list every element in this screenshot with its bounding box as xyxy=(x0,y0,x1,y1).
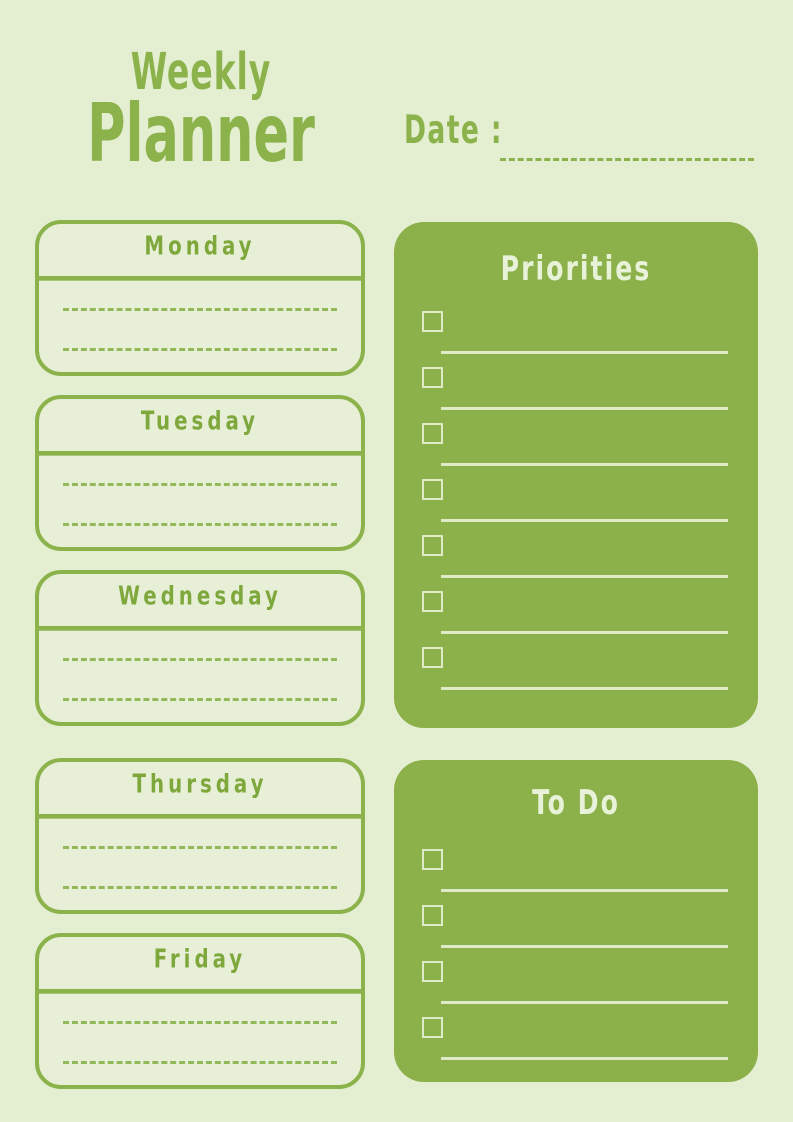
write-line[interactable] xyxy=(63,483,337,486)
day-write-area-tuesday[interactable] xyxy=(39,451,361,547)
todo-title: To Do xyxy=(532,782,620,823)
page-title-line-1: Weekly xyxy=(130,43,272,102)
write-line[interactable] xyxy=(441,351,728,354)
page-header: Weekly Planner Date : xyxy=(0,0,793,205)
day-label-friday: Friday xyxy=(39,937,361,994)
todo-panel: To Do xyxy=(394,760,758,1082)
checkbox-icon[interactable] xyxy=(422,1017,443,1038)
write-line[interactable] xyxy=(441,889,728,892)
list-item[interactable] xyxy=(412,643,740,699)
write-line[interactable] xyxy=(63,308,337,311)
write-line[interactable] xyxy=(63,846,337,849)
day-label-thursday: Thursday xyxy=(39,762,361,819)
write-line[interactable] xyxy=(441,631,728,634)
day-card-wednesday[interactable]: Wednesday xyxy=(35,570,365,726)
day-card-tuesday[interactable]: Tuesday xyxy=(35,395,365,551)
todo-list xyxy=(394,845,758,1069)
write-line[interactable] xyxy=(63,1021,337,1024)
write-line[interactable] xyxy=(441,945,728,948)
checkbox-icon[interactable] xyxy=(422,423,443,444)
list-item[interactable] xyxy=(412,363,740,419)
day-card-friday[interactable]: Friday xyxy=(35,933,365,1089)
date-field[interactable]: Date : xyxy=(404,108,754,178)
checkbox-icon[interactable] xyxy=(422,647,443,668)
day-label-tuesday: Tuesday xyxy=(39,399,361,456)
list-item[interactable] xyxy=(412,901,740,957)
write-line[interactable] xyxy=(441,407,728,410)
page-title: Weekly Planner xyxy=(36,43,366,173)
list-item[interactable] xyxy=(412,475,740,531)
write-line[interactable] xyxy=(63,886,337,889)
date-label: Date : xyxy=(404,108,503,153)
day-write-area-monday[interactable] xyxy=(39,276,361,372)
write-line[interactable] xyxy=(441,575,728,578)
list-item[interactable] xyxy=(412,531,740,587)
write-line[interactable] xyxy=(441,519,728,522)
list-item[interactable] xyxy=(412,957,740,1013)
priorities-list xyxy=(394,307,758,699)
list-item[interactable] xyxy=(412,587,740,643)
write-line[interactable] xyxy=(63,348,337,351)
checkbox-icon[interactable] xyxy=(422,367,443,388)
write-line[interactable] xyxy=(441,687,728,690)
checkbox-icon[interactable] xyxy=(422,591,443,612)
date-write-line[interactable] xyxy=(500,158,754,161)
write-line[interactable] xyxy=(441,1057,728,1060)
write-line[interactable] xyxy=(63,698,337,701)
priorities-panel: Priorities xyxy=(394,222,758,728)
list-item[interactable] xyxy=(412,845,740,901)
list-item[interactable] xyxy=(412,1013,740,1069)
checkbox-icon[interactable] xyxy=(422,535,443,556)
priorities-title: Priorities xyxy=(500,248,652,289)
day-write-area-friday[interactable] xyxy=(39,989,361,1085)
day-label-wednesday: Wednesday xyxy=(39,574,361,631)
day-write-area-thursday[interactable] xyxy=(39,814,361,910)
day-write-area-wednesday[interactable] xyxy=(39,626,361,722)
write-line[interactable] xyxy=(441,463,728,466)
list-item[interactable] xyxy=(412,419,740,475)
day-card-thursday[interactable]: Thursday xyxy=(35,758,365,914)
checkbox-icon[interactable] xyxy=(422,849,443,870)
write-line[interactable] xyxy=(63,1061,337,1064)
checkbox-icon[interactable] xyxy=(422,961,443,982)
write-line[interactable] xyxy=(63,523,337,526)
day-card-monday[interactable]: Monday xyxy=(35,220,365,376)
checkbox-icon[interactable] xyxy=(422,479,443,500)
checkbox-icon[interactable] xyxy=(422,905,443,926)
write-line[interactable] xyxy=(63,658,337,661)
day-label-monday: Monday xyxy=(39,224,361,281)
write-line[interactable] xyxy=(441,1001,728,1004)
checkbox-icon[interactable] xyxy=(422,311,443,332)
list-item[interactable] xyxy=(412,307,740,363)
page-title-line-2: Planner xyxy=(87,85,315,181)
